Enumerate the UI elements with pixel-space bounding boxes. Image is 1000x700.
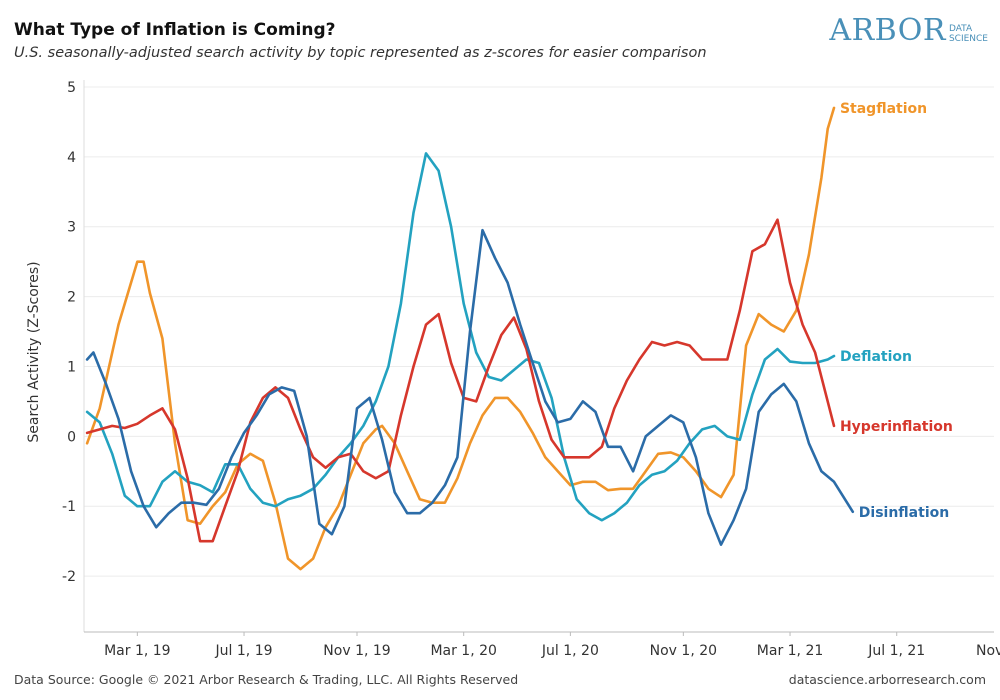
series-label-deflation: Deflation [840,349,912,365]
series-lines [85,106,855,571]
y-tick-label: 2 [67,290,76,306]
logo-wordmark: ARBOR [829,13,946,48]
data-source-footer: Data Source: Google © 2021 Arbor Researc… [14,672,519,687]
website-link[interactable]: datascience.arborresearch.com [788,672,986,687]
y-tick-label: 5 [67,80,76,96]
series-line-disinflation [85,228,855,546]
y-tick-label: -2 [62,569,76,585]
arbor-logo: ARBOR DATA SCIENCE [829,14,988,48]
y-tick-label: 0 [67,429,76,445]
logo-subtext-line1: DATA [948,24,973,34]
axes: 5 4 3 2 1 0 -1 -2 Mar 1, 19 Jul 1, 19 Nov 1, 19 Mar… [26,80,1000,659]
x-tick-label: Mar 1, 20 [430,643,497,659]
series-label-hyperinflation: Hyperinflation [840,419,953,435]
x-tick-label: Jul 1, 20 [541,643,599,659]
logo-subtext: DATA SCIENCE [949,24,988,44]
y-tick-label: 3 [67,220,76,236]
y-tick-label: 4 [67,150,76,166]
x-tick-label: Mar 1, 21 [757,643,824,659]
y-axis-title: Search Activity (Z-Scores) [26,261,42,442]
logo-subtext-line2: SCIENCE [948,34,988,44]
series-line-stagflation [85,106,836,571]
x-tick-label: Jul 1, 21 [867,643,925,659]
series-label-stagflation: Stagflation [840,101,927,117]
x-tick-label: Mar 1, 19 [104,643,171,659]
y-tick-label: -1 [62,499,76,515]
page-subtitle: U.S. seasonally-adjusted search activity… [14,45,707,61]
page-title: What Type of Inflation is Coming? [14,20,336,40]
x-tick-label: Nov 1, 21 [976,643,1000,659]
x-tick-label: Nov 1, 19 [323,643,390,659]
series-labels: Stagflation Deflation Hyperinflation Disinf… [840,101,953,521]
series-label-disinflation: Disinflation [859,505,949,521]
y-tick-label: 1 [67,359,76,375]
x-tick-label: Jul 1, 19 [215,643,273,659]
series-line-deflation [85,152,836,522]
x-tick-label: Nov 1, 20 [650,643,717,659]
gridlines [84,86,994,577]
